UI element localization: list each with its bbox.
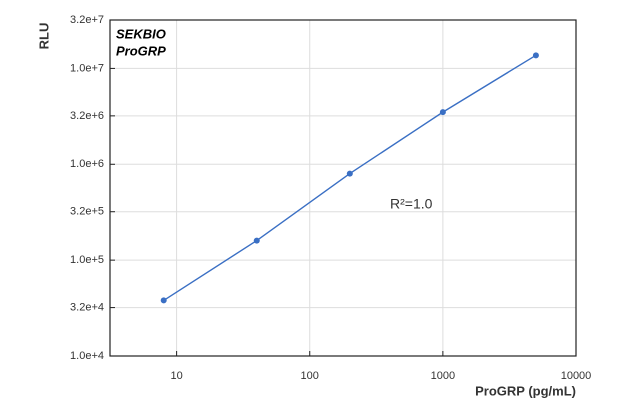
data-point [160, 297, 167, 304]
y-tick-label: 1.0e+5 [70, 254, 104, 266]
data-point [532, 52, 539, 59]
annotation: ProGRP [116, 43, 166, 58]
y-tick-label: 3.2e+7 [70, 14, 104, 26]
y-tick-label: 3.2e+4 [70, 301, 104, 313]
y-tick-label: 1.0e+7 [70, 62, 104, 74]
annotation: R²=1.0 [390, 196, 433, 212]
x-tick-label: 1000 [431, 370, 455, 382]
plot-frame [109, 19, 577, 357]
y-tick-label: 3.2e+5 [70, 206, 104, 218]
y-tick-label: 1.0e+4 [70, 350, 104, 362]
series-line [163, 54, 537, 302]
x-tick-label: 10 [170, 370, 182, 382]
data-point [346, 170, 353, 177]
data-point [253, 237, 260, 244]
x-tick-label: 100 [301, 370, 319, 382]
x-tick-label: 10000 [561, 370, 592, 382]
x-axis-label: ProGRP (pg/mL) [475, 383, 576, 398]
y-tick-label: 3.2e+6 [70, 110, 104, 122]
y-tick-label: 1.0e+6 [70, 158, 104, 170]
data-point [439, 109, 446, 116]
annotation: SEKBIO [116, 26, 166, 41]
y-axis-label: RLU [36, 23, 51, 50]
